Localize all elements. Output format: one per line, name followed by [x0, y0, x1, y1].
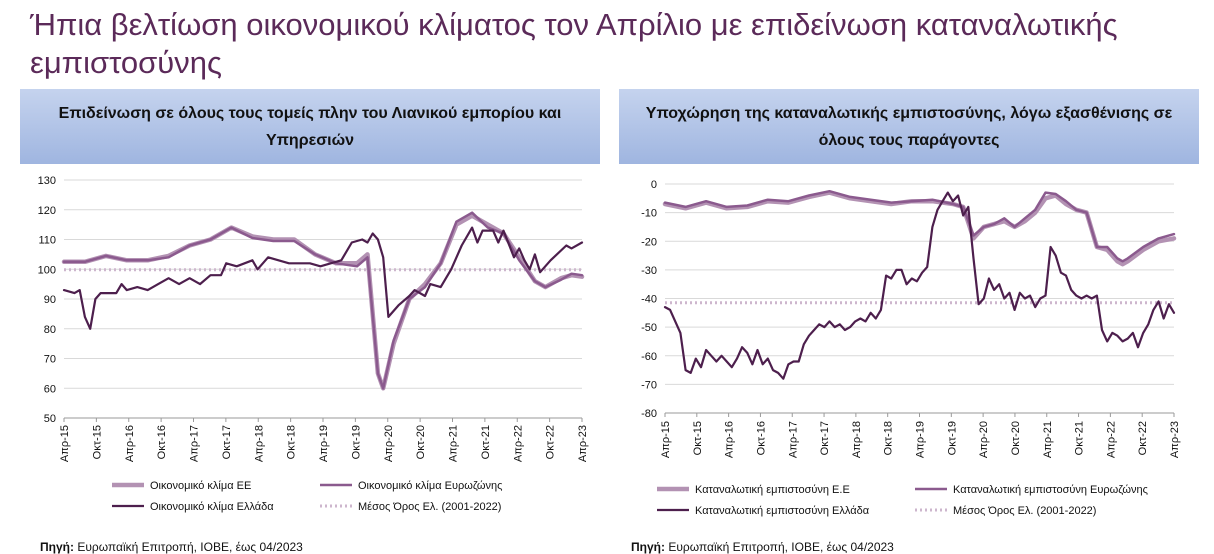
legend-label: Καταναλωτική εμπιστοσύνη Ευρωζώνης: [953, 484, 1148, 496]
series-line-1: [663, 189, 1176, 263]
series-line-2: [62, 226, 584, 330]
legend-label: Μέσος Όρος Ελ. (2001-2022): [358, 501, 501, 513]
x-tick-label: Απρ-15: [660, 421, 672, 458]
source-label: Πηγή:: [631, 540, 665, 554]
source-note: Πηγή: Ευρωπαϊκή Επιτροπή, ΙΟΒΕ, έως 04/2…: [631, 540, 894, 554]
series-line-1: [62, 211, 584, 390]
x-tick-label: Οκτ-16: [755, 421, 767, 455]
x-tick-label: Απρ-20: [383, 425, 395, 462]
x-tick-label: Οκτ-19: [946, 421, 958, 455]
y-tick-label: 60: [44, 383, 56, 395]
x-tick-label: Οκτ-15: [91, 425, 103, 459]
x-tick-label: Οκτ-18: [286, 425, 298, 459]
legend-label: Καταναλωτική εμπιστοσύνη Ε.Ε: [695, 484, 850, 496]
legend-label: Μέσος Όρος Ελ. (2001-2022): [953, 505, 1096, 517]
series-line-2: [663, 191, 1176, 380]
x-tick-label: Οκτ-21: [1074, 421, 1086, 455]
x-tick-label: Οκτ-18: [883, 421, 895, 455]
chart-title: Επιδείνωση σε όλους τους τομείς πλην του…: [20, 89, 600, 164]
y-tick-label: -70: [641, 379, 657, 391]
x-tick-label: Οκτ-22: [545, 425, 557, 459]
x-tick-label: Απρ-22: [512, 425, 524, 462]
series-line-0: [61, 213, 585, 391]
x-tick-label: Απρ-21: [1042, 421, 1054, 458]
source-label: Πηγή:: [40, 540, 74, 554]
y-tick-label: 110: [38, 235, 56, 247]
y-tick-label: 130: [38, 175, 56, 187]
y-tick-label: 0: [651, 179, 657, 191]
x-tick-label: Απρ-15: [59, 425, 71, 462]
x-tick-label: Οκτ-20: [1010, 421, 1022, 455]
source-text: Ευρωπαϊκή Επιτροπή, ΙΟΒΕ, έως 04/2023: [665, 540, 894, 554]
y-tick-label: 90: [44, 294, 56, 306]
y-tick-label: 80: [44, 324, 56, 336]
x-tick-label: Απρ-23: [577, 425, 589, 462]
page-title: Ήπια βελτίωση οικονομικού κλίματος τον Α…: [30, 7, 1118, 80]
legend-label: Οικονομικό κλίμα Ευρωζώνης: [358, 480, 502, 492]
x-tick-label: Απρ-17: [787, 421, 799, 458]
y-tick-label: -30: [641, 265, 657, 277]
x-tick-label: Απρ-22: [1105, 421, 1117, 458]
legend-label: Καταναλωτική εμπιστοσύνη Ελλάδα: [695, 505, 870, 517]
chart-panel-economic-climate: Επιδείνωση σε όλους τους τομείς πλην του…: [20, 89, 600, 554]
x-tick-label: Απρ-16: [124, 425, 136, 462]
x-tick-label: Οκτ-22: [1137, 421, 1149, 455]
chart-panel-consumer-confidence: Υποχώρηση της καταναλωτικής εμπιστοσύνης…: [619, 89, 1199, 554]
x-tick-label: Απρ-19: [915, 421, 927, 458]
y-tick-label: 70: [44, 354, 56, 366]
source-text: Ευρωπαϊκή Επιτροπή, ΙΟΒΕ, έως 04/2023: [74, 540, 303, 554]
y-tick-label: -40: [641, 294, 657, 306]
x-tick-label: Απρ-23: [1169, 421, 1181, 458]
chart-title: Υποχώρηση της καταναλωτικής εμπιστοσύνης…: [619, 89, 1199, 164]
x-tick-label: Απρ-18: [253, 425, 265, 462]
x-tick-label: Απρ-16: [724, 421, 736, 458]
x-tick-label: Απρ-17: [189, 425, 201, 462]
x-tick-label: Απρ-19: [318, 425, 330, 462]
legend-label: Οικονομικό κλίμα Ελλάδα: [150, 501, 274, 513]
y-tick-label: -50: [641, 322, 657, 334]
x-tick-label: Οκτ-17: [819, 421, 831, 455]
x-tick-label: Οκτ-17: [221, 425, 233, 459]
y-tick-label: -10: [641, 208, 657, 220]
x-tick-label: Οκτ-21: [480, 425, 492, 459]
source-note: Πηγή: Ευρωπαϊκή Επιτροπή, ΙΟΒΕ, έως 04/2…: [40, 540, 303, 554]
series-line-0: [662, 190, 1177, 267]
legend-label: Οικονομικό κλίμα ΕΕ: [150, 480, 251, 492]
y-tick-label: 100: [38, 264, 56, 276]
y-tick-label: -80: [641, 408, 657, 420]
x-tick-label: Απρ-20: [978, 421, 990, 458]
y-tick-label: -60: [641, 351, 657, 363]
y-tick-label: 120: [38, 205, 56, 217]
economic-climate-chart: 50 60 70 80 90 100 110 120 130 Απρ-15 Οκτ-15 Απρ-16…: [38, 175, 589, 513]
x-tick-label: Οκτ-19: [350, 425, 362, 459]
x-tick-label: Οκτ-15: [692, 421, 704, 455]
y-tick-label: 50: [44, 413, 56, 425]
y-tick-label: -20: [641, 236, 657, 248]
x-tick-label: Οκτ-20: [415, 425, 427, 459]
x-tick-label: Απρ-18: [851, 421, 863, 458]
x-tick-label: Οκτ-16: [156, 425, 168, 459]
x-tick-label: Απρ-21: [448, 425, 460, 462]
